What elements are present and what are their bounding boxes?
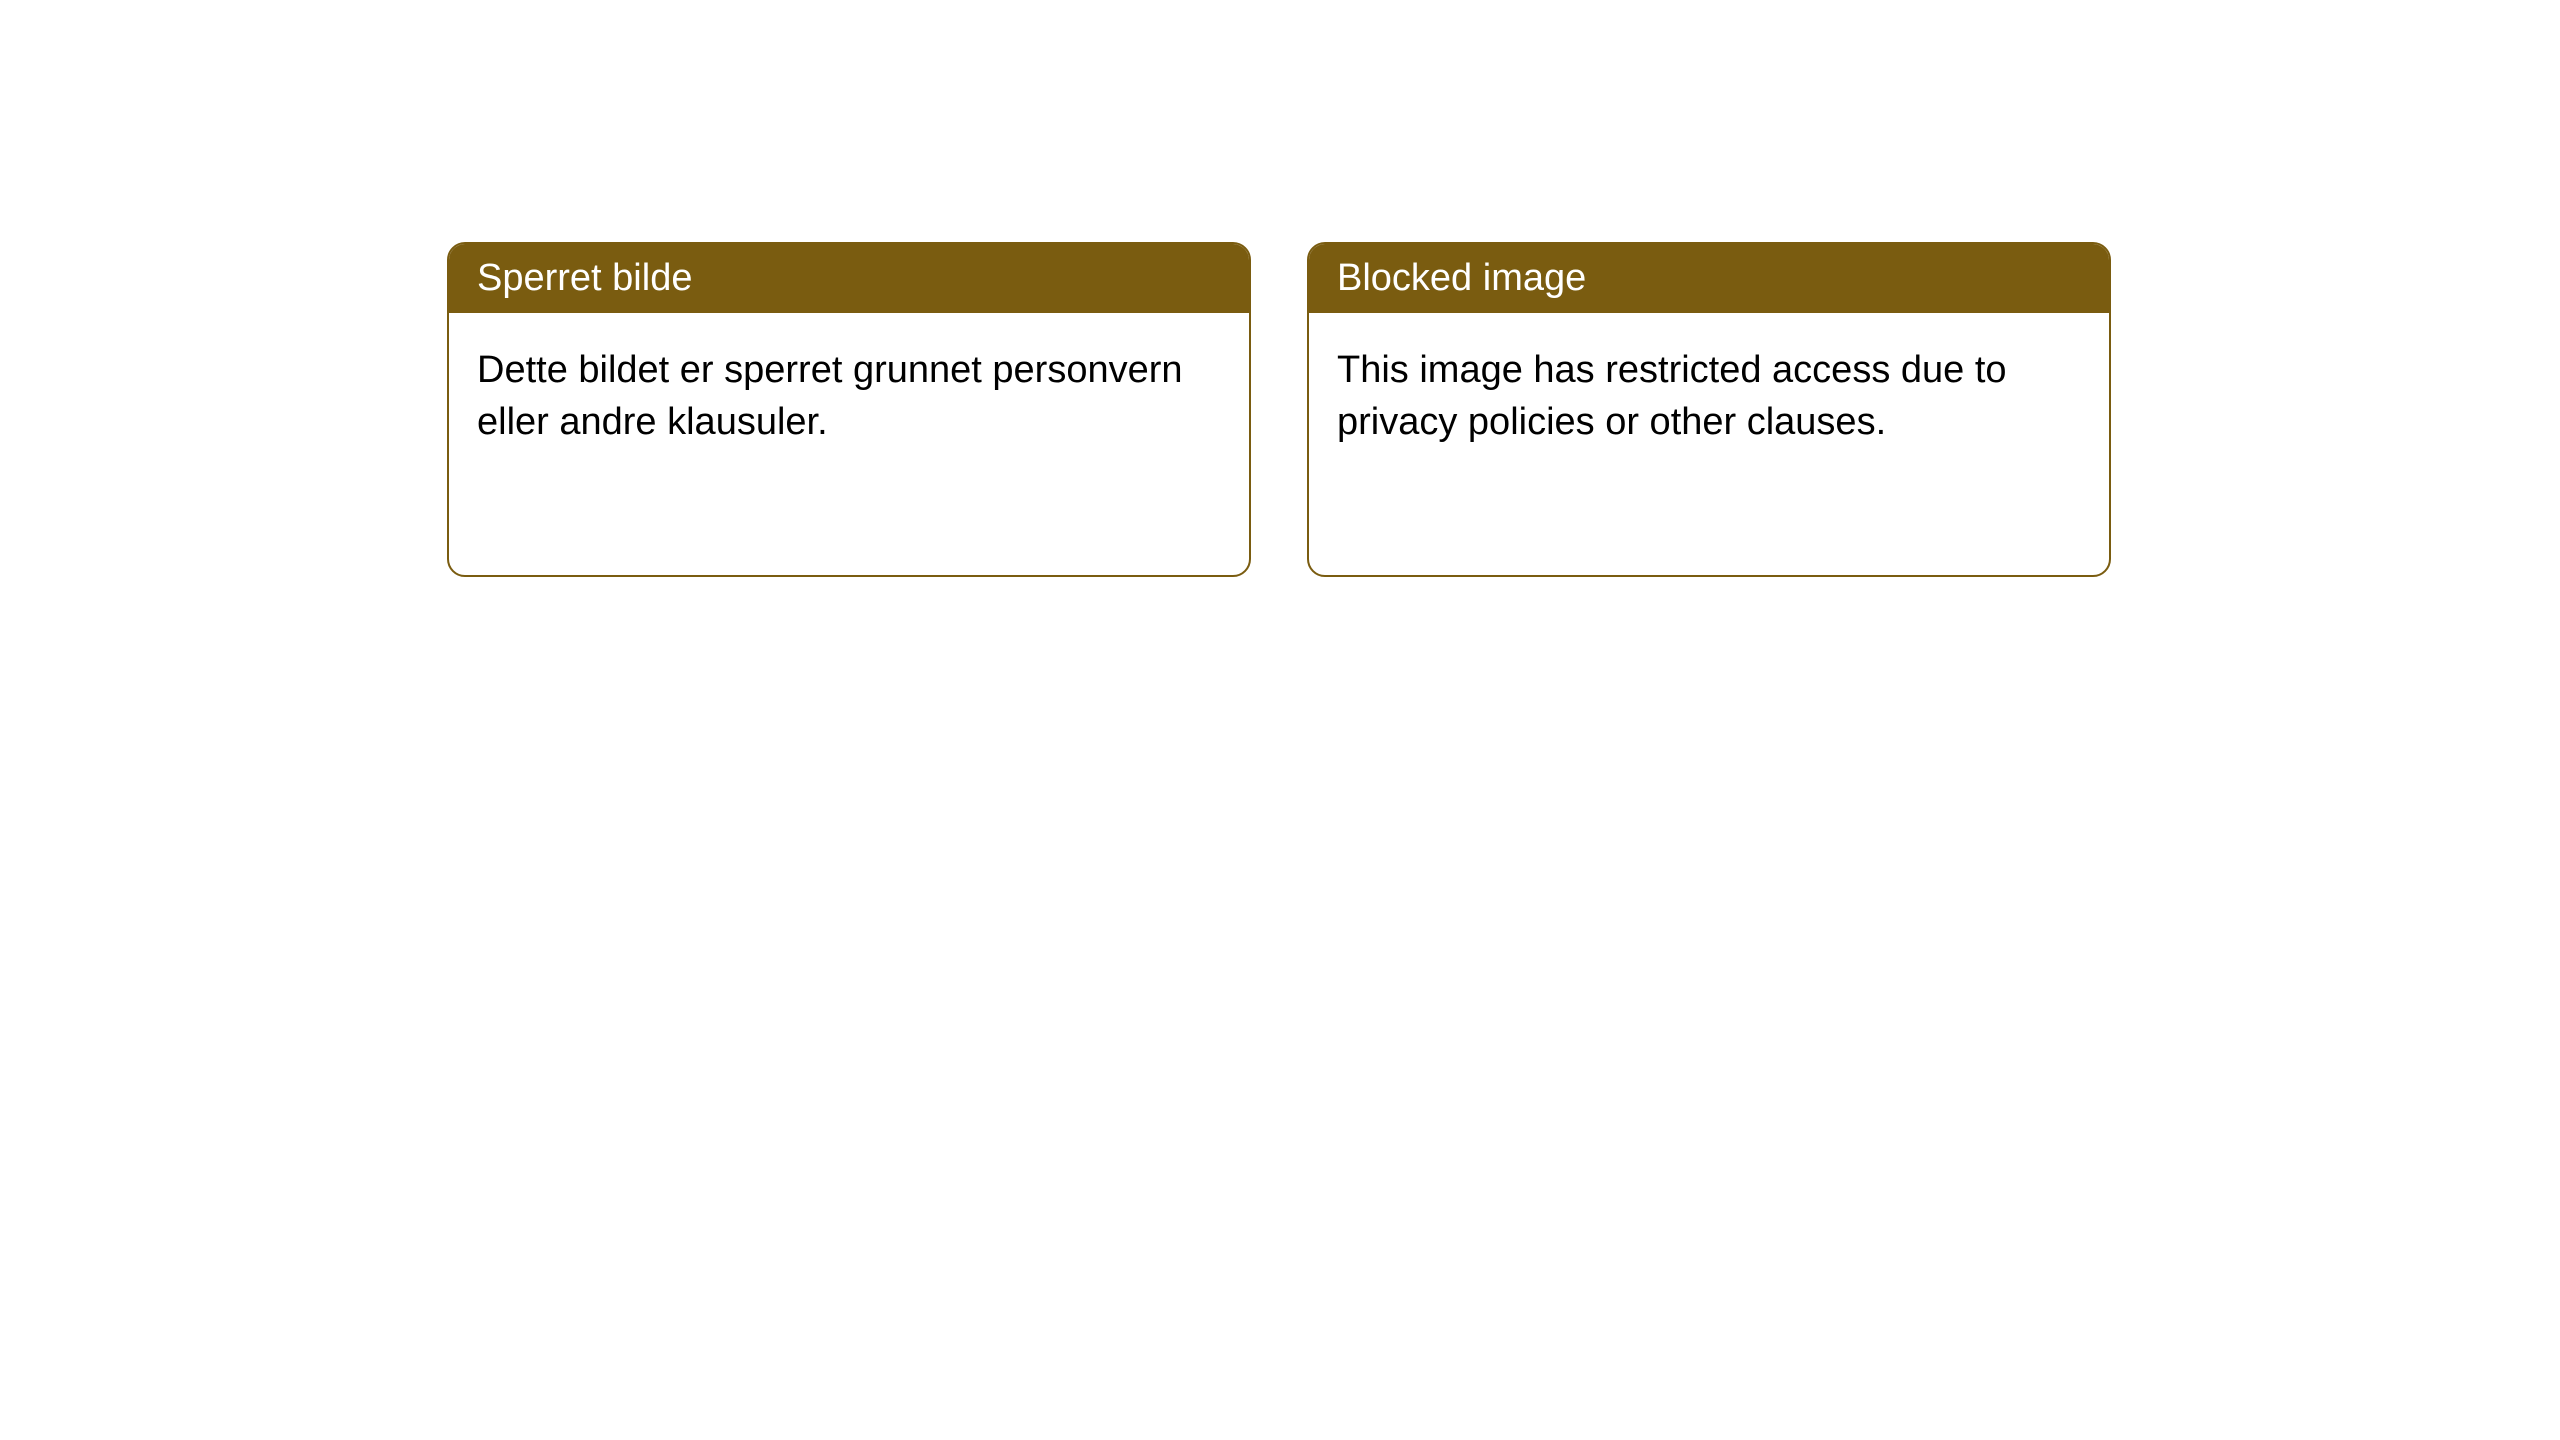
notice-container: Sperret bilde Dette bildet er sperret gr… — [0, 0, 2560, 577]
card-body: Dette bildet er sperret grunnet personve… — [449, 313, 1249, 480]
card-header: Blocked image — [1309, 244, 2109, 313]
card-body: This image has restricted access due to … — [1309, 313, 2109, 480]
card-header: Sperret bilde — [449, 244, 1249, 313]
notice-card-norwegian: Sperret bilde Dette bildet er sperret gr… — [447, 242, 1251, 577]
notice-card-english: Blocked image This image has restricted … — [1307, 242, 2111, 577]
